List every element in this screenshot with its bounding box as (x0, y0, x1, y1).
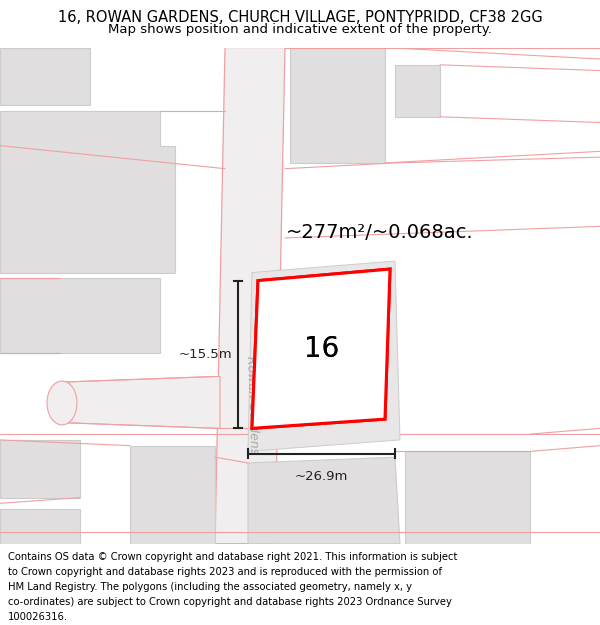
Polygon shape (290, 48, 385, 163)
Polygon shape (395, 65, 440, 117)
Text: co-ordinates) are subject to Crown copyright and database rights 2023 Ordnance S: co-ordinates) are subject to Crown copyr… (8, 597, 452, 607)
Text: Contains OS data © Crown copyright and database right 2021. This information is : Contains OS data © Crown copyright and d… (8, 552, 457, 562)
Polygon shape (252, 269, 390, 428)
Text: 16: 16 (304, 335, 339, 363)
Polygon shape (215, 48, 285, 544)
Text: HM Land Registry. The polygons (including the associated geometry, namely x, y: HM Land Registry. The polygons (includin… (8, 582, 412, 592)
Polygon shape (248, 458, 400, 544)
Text: 16, ROWAN GARDENS, CHURCH VILLAGE, PONTYPRIDD, CF38 2GG: 16, ROWAN GARDENS, CHURCH VILLAGE, PONTY… (58, 11, 542, 26)
Text: 16: 16 (304, 335, 339, 363)
Polygon shape (0, 278, 160, 353)
Text: ~15.5m: ~15.5m (178, 348, 232, 361)
Polygon shape (130, 446, 215, 544)
Polygon shape (405, 451, 530, 544)
Text: Map shows position and indicative extent of the property.: Map shows position and indicative extent… (108, 22, 492, 36)
Text: ~26.9m: ~26.9m (295, 470, 348, 483)
Text: ~277m²/~0.068ac.: ~277m²/~0.068ac. (286, 222, 474, 242)
Text: Rowan Gardens: Rowan Gardens (244, 356, 260, 454)
Polygon shape (0, 509, 80, 544)
Polygon shape (0, 48, 90, 105)
Polygon shape (0, 440, 80, 498)
Text: to Crown copyright and database rights 2023 and is reproduced with the permissio: to Crown copyright and database rights 2… (8, 567, 442, 577)
Polygon shape (0, 111, 175, 272)
Polygon shape (252, 269, 390, 428)
Text: 100026316.: 100026316. (8, 612, 68, 622)
Ellipse shape (47, 381, 77, 425)
Polygon shape (248, 261, 400, 451)
Polygon shape (60, 376, 220, 428)
